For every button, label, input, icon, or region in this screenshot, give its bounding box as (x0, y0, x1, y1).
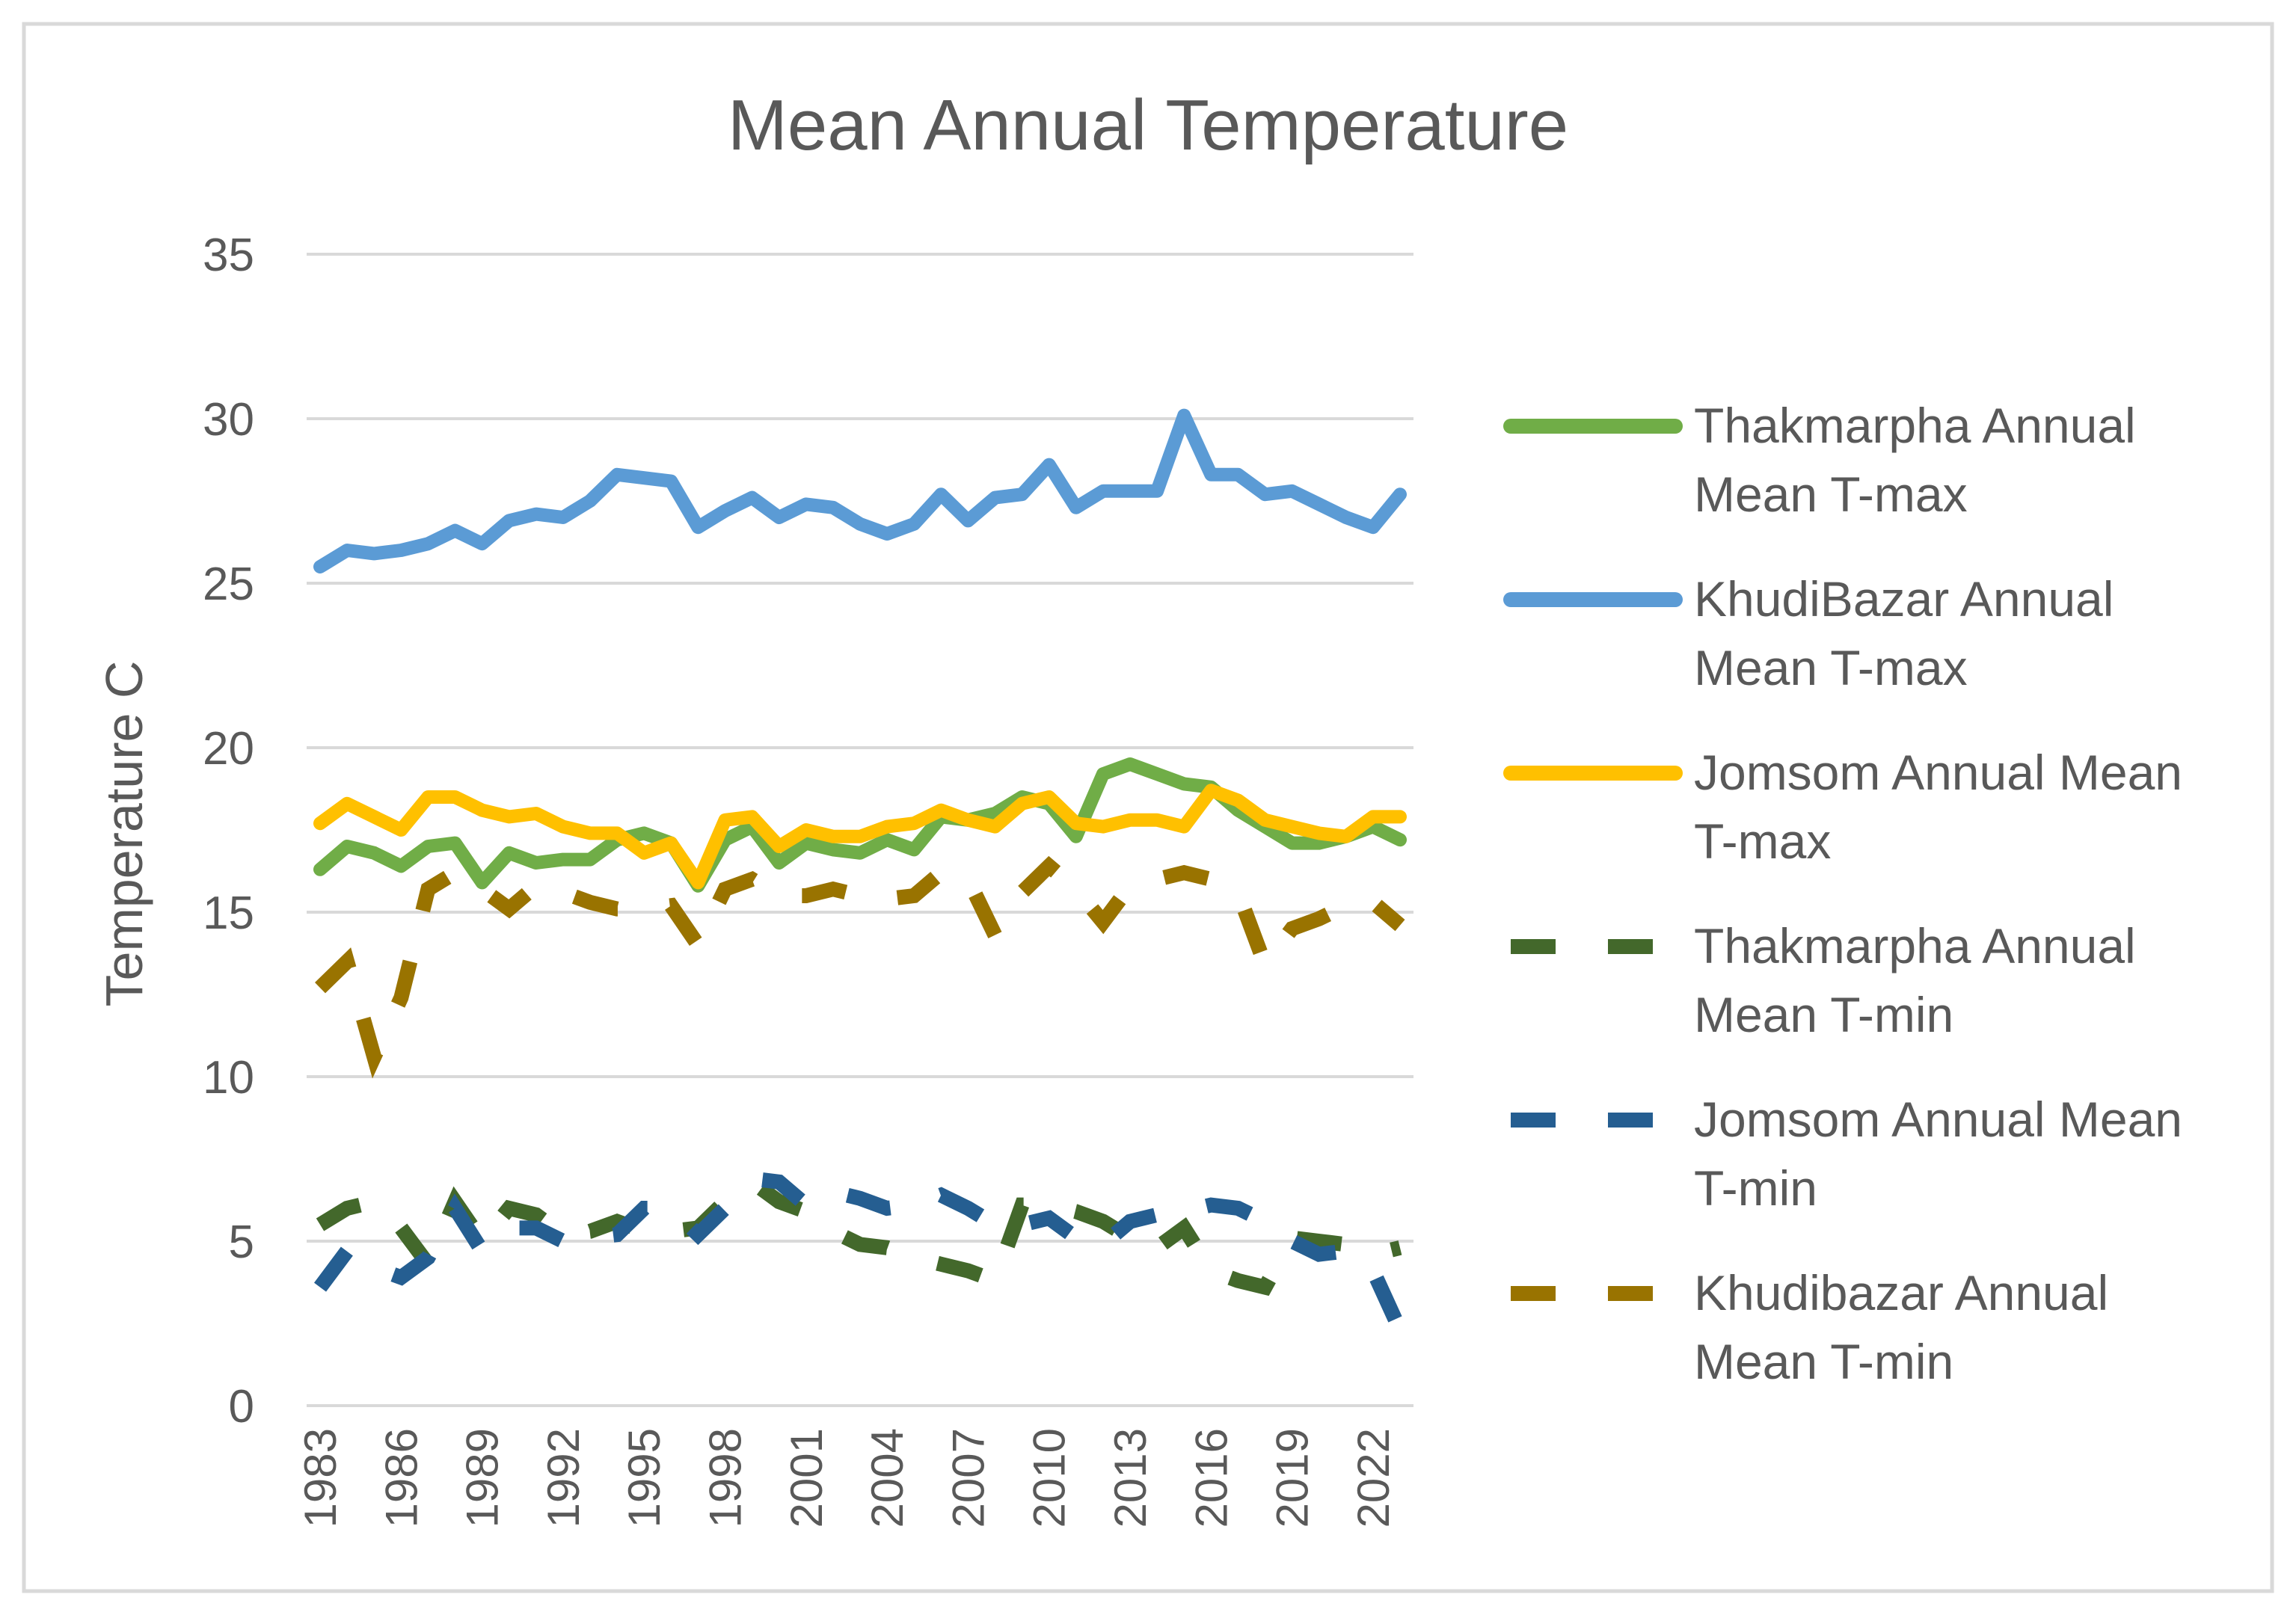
gridlines (307, 253, 1413, 1407)
x-tick-label: 2019 (1268, 1428, 1318, 1528)
legend-label: Khudibazar Annual Mean T-min (1694, 1265, 2108, 1389)
x-tick-label: 2010 (1025, 1428, 1075, 1528)
legend-label: KhudiBazar Annual Mean T-max (1694, 571, 2114, 695)
chart-border (22, 22, 2274, 1593)
x-tick-label: 2016 (1186, 1428, 1236, 1528)
series-line-4 (316, 1172, 1402, 1296)
legend-label: Jomsom Annual Mean T-min (1694, 1092, 2182, 1216)
legend-label: Thakmarpha Annual Mean T-max (1694, 398, 2136, 522)
x-tick-label: 1983 (295, 1428, 346, 1528)
y-tick-label: 5 (229, 1216, 254, 1268)
y-axis-title: Temperature C (95, 661, 153, 1007)
legend-label: Thakmarpha Annual Mean T-min (1694, 918, 2136, 1042)
x-tick-label: 2007 (943, 1428, 993, 1528)
x-tick-label: 1992 (538, 1428, 589, 1528)
x-tick-label: 1986 (376, 1428, 426, 1528)
x-tick-label: 2004 (862, 1428, 912, 1528)
chart-title: Mean Annual Temperature (728, 85, 1568, 165)
legend-item: Jomsom Annual Mean T-max (1503, 745, 2182, 869)
legend-item: Thakmarpha Annual Mean T-max (1503, 398, 2136, 522)
series-line-6 (315, 855, 1405, 1079)
legend-item: Jomsom Annual Mean T-min (1511, 1092, 2182, 1216)
y-tick-label: 30 (203, 394, 254, 446)
x-tick-label: 1989 (458, 1428, 508, 1528)
x-tick-label: 2022 (1348, 1428, 1399, 1528)
series-line-5 (313, 1170, 1408, 1333)
x-tick-label: 1995 (619, 1428, 669, 1528)
data-series (313, 408, 1408, 1333)
legend-label: Jomsom Annual Mean T-max (1694, 745, 2182, 869)
x-tick-label: 2013 (1105, 1428, 1155, 1528)
legend-item: KhudiBazar Annual Mean T-max (1503, 571, 2114, 695)
x-tick-label: 2001 (782, 1428, 832, 1528)
x-axis-tick-labels: 1983 1986 1989 1992 1995 1998 2001 2004 2007 2010… (295, 1428, 1399, 1528)
y-tick-label: 20 (203, 723, 254, 775)
legend-item: Khudibazar Annual Mean T-min (1511, 1265, 2108, 1389)
y-tick-label: 35 (203, 230, 254, 281)
y-axis-tick-labels: 0 5 10 15 20 25 30 35 (203, 230, 254, 1433)
y-tick-label: 25 (203, 559, 254, 610)
x-tick-label: 1998 (701, 1428, 751, 1528)
y-tick-label: 15 (203, 888, 254, 939)
series-line-3 (313, 784, 1407, 890)
y-tick-label: 10 (203, 1052, 254, 1104)
y-tick-label: 0 (229, 1381, 254, 1433)
series-line-2 (313, 408, 1407, 573)
legend-item: Thakmarpha Annual Mean T-min (1511, 918, 2136, 1042)
legend: Thakmarpha Annual Mean T-max KhudiBazar An… (1503, 398, 2182, 1389)
